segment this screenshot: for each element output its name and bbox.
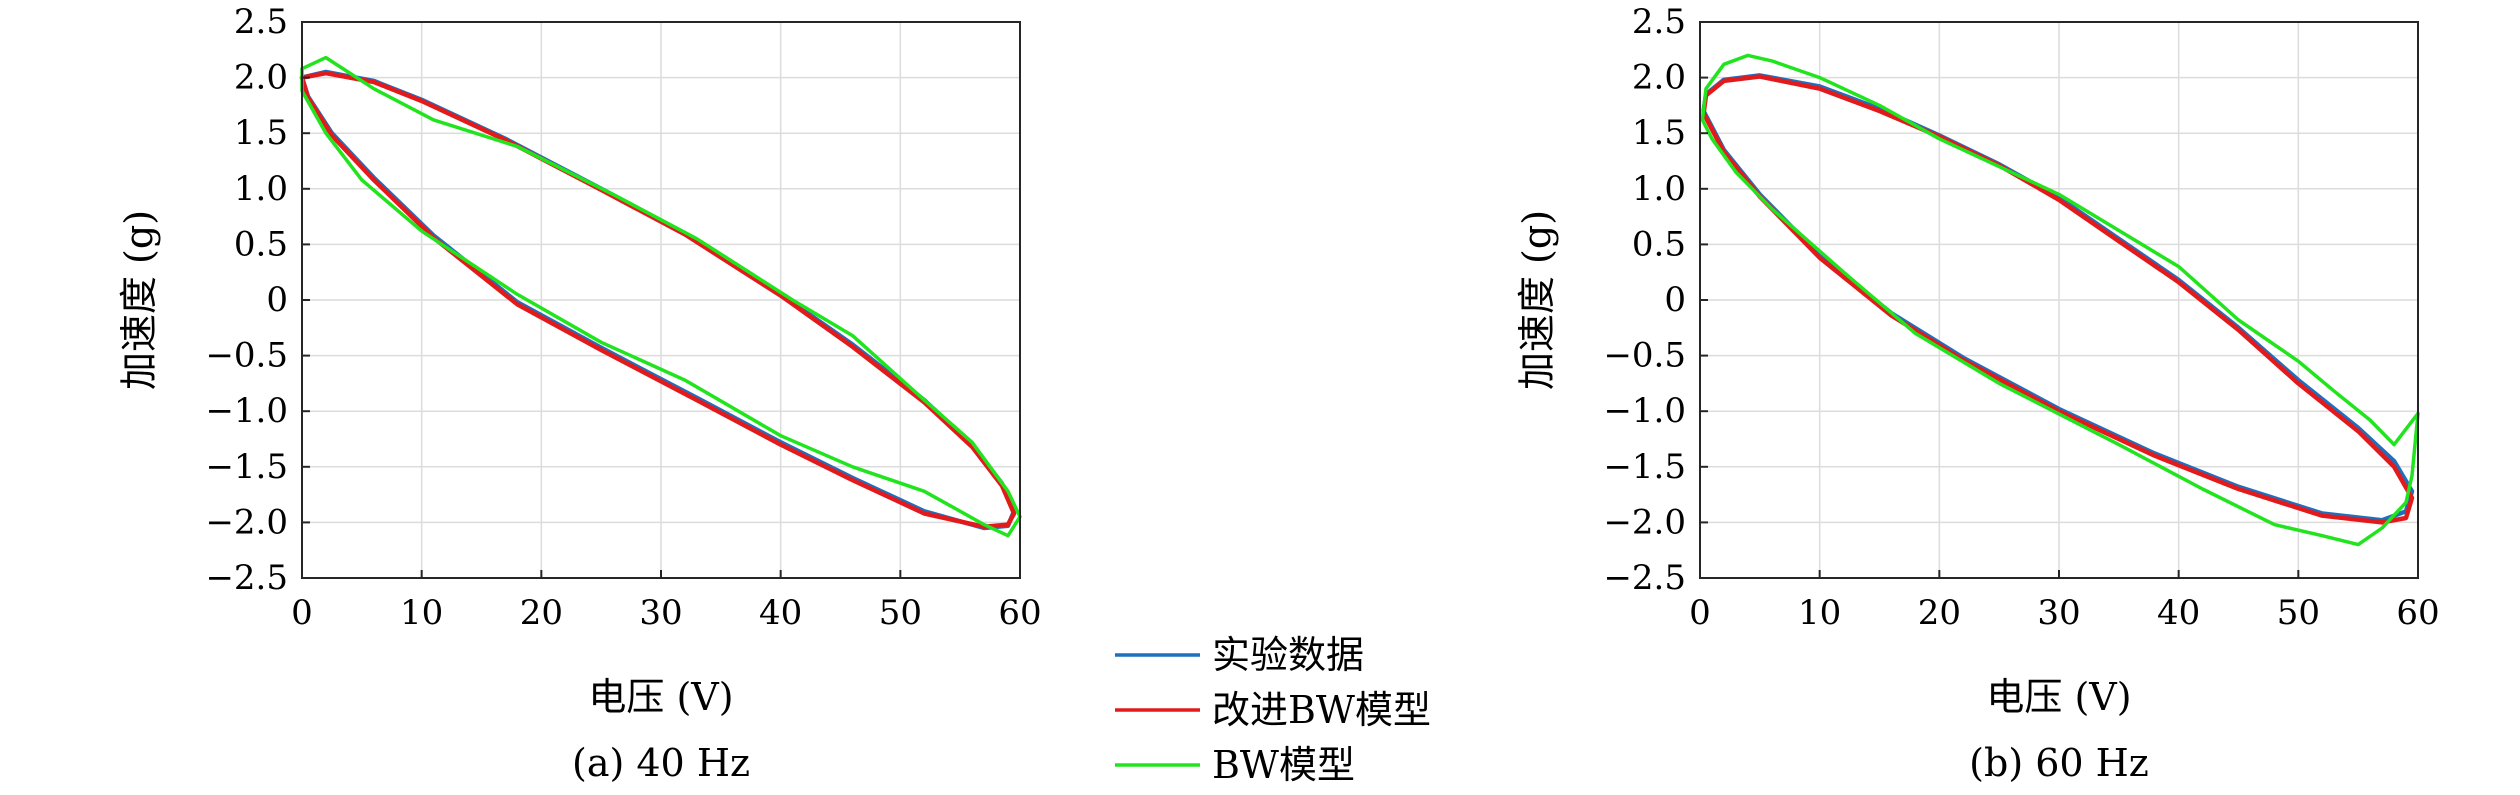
x-tick-label: 40 xyxy=(2157,593,2200,633)
x-tick-label: 60 xyxy=(998,593,1041,633)
x-tick-label: 20 xyxy=(520,593,563,633)
y-tick-label: −0.5 xyxy=(1603,336,1686,376)
y-tick-label: 2.0 xyxy=(1632,58,1686,98)
x-tick-label: 30 xyxy=(639,593,682,633)
series-line-3 xyxy=(300,55,1022,538)
y-tick-label: −2.0 xyxy=(205,502,288,542)
legend-label-bw: BW模型 xyxy=(1212,743,1355,787)
chart-a: 0 10 20 30 40 50 60 2.5 2.0 1.5 1.0 0.5 0 −0.5 −1.0 −1.… xyxy=(117,2,1042,785)
legend-label-improved-bw: 改进BW模型 xyxy=(1212,688,1431,732)
y-tick-label: 2.5 xyxy=(1632,2,1686,42)
y-tick-label: 1.5 xyxy=(234,113,288,153)
y-tick-label: −2.5 xyxy=(1603,558,1686,598)
x-tick-label: 30 xyxy=(2037,593,2080,633)
y-tick-label: −2.0 xyxy=(1603,502,1686,542)
y-tick-label: 1.0 xyxy=(1632,169,1686,209)
y-tick-label: −1.0 xyxy=(205,391,288,431)
x-tick-label: 50 xyxy=(879,593,922,633)
y-tick-label: −1.5 xyxy=(205,447,288,487)
series-line-1 xyxy=(1701,73,2415,523)
x-tick-label: 20 xyxy=(1918,593,1961,633)
x-tick-label: 10 xyxy=(400,593,443,633)
legend: 实验数据 改进BW模型 BW模型 xyxy=(1115,633,1431,787)
chart-b: 0 10 20 30 40 50 60 2.5 2.0 1.5 1.0 0.5 0 −0.5 −1.0 −1.… xyxy=(1515,2,2440,785)
y-tick-label: 0 xyxy=(1664,280,1686,320)
y-tick-label: 2.0 xyxy=(234,58,288,98)
y-tick-label: 0.5 xyxy=(234,224,288,264)
x-tick-label: 50 xyxy=(2277,593,2320,633)
subplot-caption: (a) 40 Hz xyxy=(572,741,750,785)
legend-label-experimental: 实验数据 xyxy=(1212,633,1364,677)
y-tick-label: −0.5 xyxy=(205,336,288,376)
x-axis-label: 电压 (V) xyxy=(588,675,733,719)
subplot-caption: (b) 60 Hz xyxy=(1969,741,2149,785)
y-tick-label: 0 xyxy=(266,280,288,320)
x-tick-label: 0 xyxy=(291,593,313,633)
y-axis-label: 加速度 (g) xyxy=(117,210,161,390)
y-tick-label: −2.5 xyxy=(205,558,288,598)
y-tick-label: 0.5 xyxy=(1632,224,1686,264)
x-tick-label: 10 xyxy=(1798,593,1841,633)
x-tick-label: 0 xyxy=(1689,593,1711,633)
y-tick-label: −1.0 xyxy=(1603,391,1686,431)
y-axis-label: 加速度 (g) xyxy=(1515,210,1559,390)
y-tick-label: −1.5 xyxy=(1603,447,1686,487)
y-tick-label: 1.0 xyxy=(234,169,288,209)
series-line-3 xyxy=(1700,53,2420,547)
x-tick-label: 60 xyxy=(2396,593,2439,633)
y-tick-label: 2.5 xyxy=(234,2,288,42)
y-tick-label: 1.5 xyxy=(1632,113,1686,153)
x-axis-label: 电压 (V) xyxy=(1986,675,2131,719)
x-tick-label: 40 xyxy=(759,593,802,633)
